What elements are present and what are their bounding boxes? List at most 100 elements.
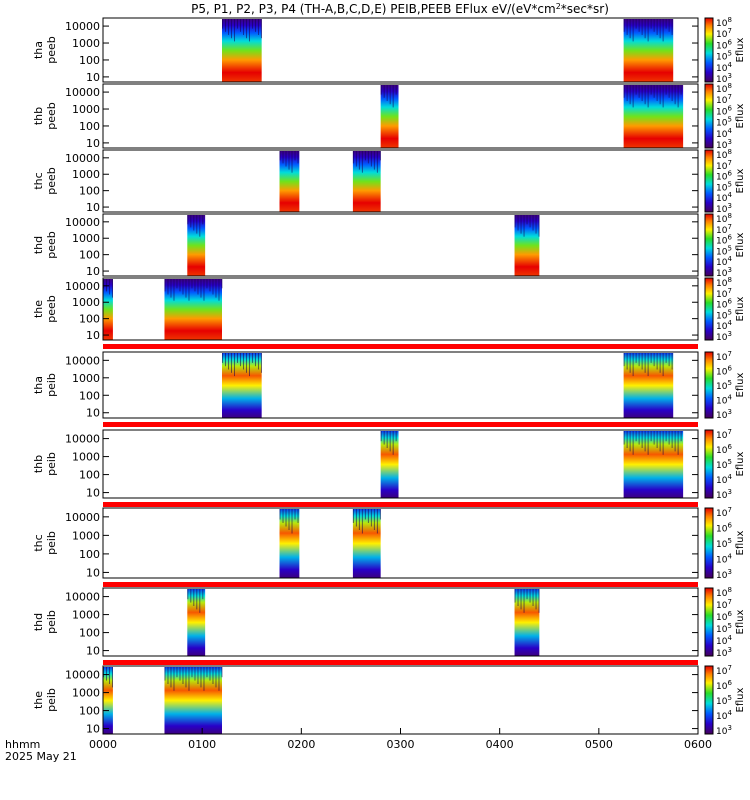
panel-thb-peib: 10 100 1000 10000 thb peib 103 104 105 106 107Eflu…	[32, 428, 746, 507]
y-tick-label: 10	[86, 487, 100, 500]
x-tick-label: 0200	[287, 738, 315, 751]
colorbar-tick-label: 104	[716, 634, 732, 647]
burst-texture	[249, 353, 250, 377]
colorbar-tick-label: 105	[716, 458, 732, 471]
burst-texture	[629, 85, 631, 105]
y-tick-label: 10	[86, 137, 100, 150]
panel-frame	[102, 351, 699, 419]
y-tick-label: 1000	[72, 296, 100, 309]
burst-texture	[352, 509, 354, 523]
x-tick-label: 0600	[684, 738, 712, 751]
y-tick-label: 100	[79, 185, 100, 198]
burst-texture	[252, 353, 253, 363]
burst-texture	[196, 215, 198, 234]
burst-texture	[535, 215, 537, 234]
panel-thd-peib: 10 100 1000 10000 thd peib 103104105106107108E…	[32, 586, 746, 665]
colorbar-tick-label: 103	[716, 488, 732, 501]
colorbar-label: Eflux	[735, 232, 746, 257]
colorbar-tick-label: 103	[716, 72, 732, 85]
colorbar-tick-label: 107	[716, 598, 732, 611]
burst-texture	[376, 151, 378, 173]
colorbar-tick-label: 108	[716, 212, 732, 225]
y-tick-label: 1000	[72, 529, 100, 542]
burst-texture	[623, 85, 625, 98]
burst-texture	[379, 151, 381, 161]
colorbar-tick-label: 108	[716, 148, 732, 161]
burst-texture	[538, 589, 540, 613]
burst-texture	[389, 431, 391, 452]
y-tick-label: 1000	[72, 103, 100, 116]
burst-texture	[538, 215, 540, 237]
burst-texture	[644, 85, 646, 105]
burst-texture	[641, 85, 643, 101]
date-label: 2025 May 21	[5, 750, 77, 763]
burst-texture	[194, 279, 196, 292]
burst-texture	[193, 215, 195, 231]
colorbar-tick-label: 108	[716, 16, 732, 29]
panel-probe-label: the	[32, 691, 45, 709]
burst-texture	[668, 85, 670, 98]
burst-texture	[185, 279, 187, 298]
burst-texture	[389, 85, 391, 105]
burst-texture	[653, 85, 655, 98]
burst-texture	[190, 215, 192, 228]
burst-texture	[367, 151, 369, 164]
data-burst	[514, 589, 540, 656]
panel-probe-label: thb	[32, 455, 45, 473]
y-tick-label: 10	[86, 329, 100, 342]
burst-texture	[282, 509, 284, 523]
burst-texture	[668, 353, 670, 367]
colorbar	[704, 83, 714, 149]
panel-probe-label: thc	[32, 172, 45, 189]
burst-texture	[179, 279, 181, 292]
burst-texture	[112, 279, 113, 298]
burst-texture	[656, 19, 658, 35]
y-tick-label: 1000	[72, 37, 100, 50]
burst-texture	[249, 19, 250, 42]
burst-texture	[218, 667, 220, 691]
burst-texture	[231, 353, 232, 373]
burst-texture	[632, 353, 634, 377]
burst-texture	[526, 215, 528, 225]
colorbar-tick-label: 106	[716, 679, 732, 692]
colorbar	[704, 429, 714, 499]
status-bar	[103, 502, 698, 507]
burst-texture	[641, 431, 643, 448]
data-burst	[103, 279, 113, 340]
y-tick-label: 10	[86, 645, 100, 658]
colorbar	[704, 507, 714, 579]
burst-texture	[221, 279, 223, 289]
hhmm-label: hhmm	[5, 738, 40, 751]
burst-texture	[246, 19, 247, 39]
burst-texture	[187, 215, 189, 225]
colorbar-tick-label: 106	[716, 170, 732, 183]
colorbar-tick-label: 104	[716, 319, 732, 332]
burst-texture	[240, 19, 241, 32]
panel-product-label: peib	[45, 688, 58, 712]
burst-texture	[212, 667, 214, 684]
y-tick-label: 10000	[65, 669, 100, 682]
panel-probe-label: thb	[32, 107, 45, 125]
colorbar-tick-label: 104	[716, 255, 732, 268]
status-bar	[103, 582, 698, 587]
burst-texture	[380, 431, 382, 442]
burst-texture	[656, 431, 658, 448]
burst-texture	[650, 353, 652, 363]
y-tick-label: 10000	[65, 20, 100, 33]
panel-probe-label: thc	[32, 534, 45, 551]
burst-texture	[231, 19, 232, 39]
burst-texture	[237, 353, 238, 363]
panel-frame	[102, 587, 699, 657]
colorbar	[704, 277, 714, 341]
burst-texture	[671, 85, 673, 101]
burst-texture	[215, 279, 217, 298]
burst-texture	[209, 279, 211, 292]
colorbar-tick-label: 104	[716, 127, 732, 140]
y-tick-label: 10000	[65, 86, 100, 99]
burst-texture	[638, 85, 640, 98]
panel-frame	[102, 17, 699, 83]
burst-texture	[206, 279, 208, 289]
panel-thd-peeb: 10 100 1000 10000 thd peeb 103104105106107108E…	[32, 212, 746, 279]
burst-texture	[665, 431, 667, 442]
